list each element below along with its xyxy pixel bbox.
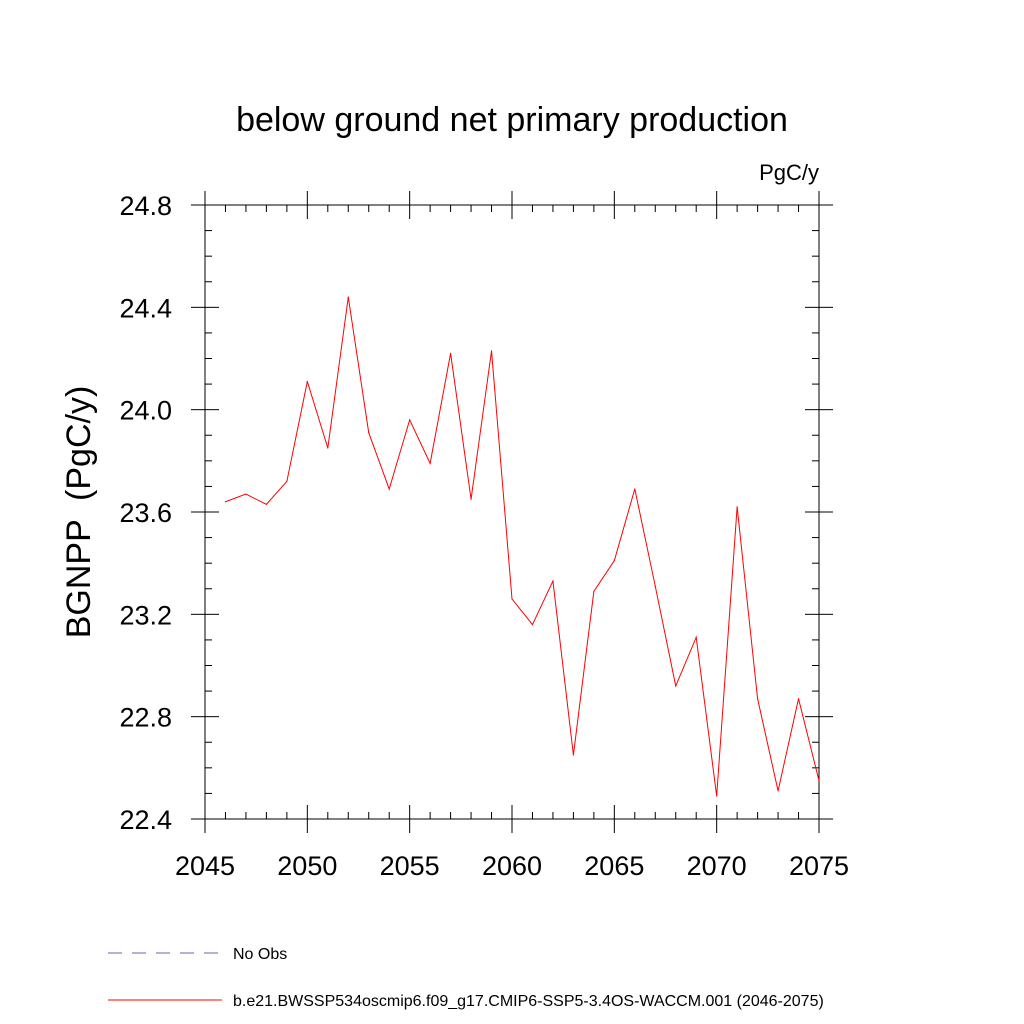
y-tick-label: 24.8 (119, 191, 172, 221)
x-tick-label: 2055 (380, 851, 440, 881)
y-tick-label: 23.6 (119, 498, 172, 528)
y-tick-label: 22.4 (119, 805, 172, 835)
data-point (593, 590, 595, 592)
data-point (450, 352, 452, 354)
series-line (225, 297, 820, 797)
data-point (490, 350, 493, 352)
data-point (347, 296, 349, 298)
y-tick-label: 22.8 (119, 703, 172, 733)
y-axis-label: BGNPP (PgC/y) (60, 386, 98, 639)
data-point (511, 598, 513, 600)
y-tick-label: 24.0 (119, 396, 172, 426)
x-tick-label: 2070 (687, 851, 747, 881)
data-point (716, 795, 718, 797)
data-point (470, 498, 472, 500)
data-point (654, 585, 656, 587)
data-point (634, 488, 636, 490)
data-point (736, 506, 738, 508)
plot-frame (204, 204, 820, 820)
data-point (368, 432, 370, 434)
data-point (777, 790, 779, 792)
y-tick-label: 24.4 (119, 293, 172, 323)
data-point (286, 480, 288, 482)
data-point (429, 462, 431, 464)
x-tick-label: 2075 (789, 851, 849, 881)
x-tick-label: 2060 (482, 851, 542, 881)
y-tick-label: 23.2 (119, 600, 172, 630)
legend-label: No Obs (233, 946, 287, 963)
data-point (572, 754, 575, 756)
data-point (552, 580, 554, 582)
data-point (531, 623, 534, 626)
data-point (388, 488, 390, 490)
plot-area: 2045 2050 2055 2060 2065 2070 2075 22.4 22.8 23.2… (119, 191, 849, 881)
data-point (818, 780, 820, 782)
data-point (757, 698, 759, 700)
data-point (409, 419, 411, 421)
data-point (245, 493, 247, 495)
data-point (675, 685, 677, 687)
data-point (224, 501, 227, 503)
data-point (265, 503, 267, 505)
data-point (695, 636, 697, 638)
data-point (306, 380, 308, 383)
x-tick-label: 2045 (175, 851, 235, 881)
data-point (327, 447, 329, 449)
legend-label: b.e21.BWSSP534oscmip6.f09_g17.CMIP6-SSP5… (233, 993, 824, 1010)
data-point (797, 698, 800, 700)
units-label: PgC/y (759, 160, 819, 185)
x-tick-label: 2050 (277, 851, 337, 881)
legend: No Obs b.e21.BWSSP534oscmip6.f09_g17.CMIP… (108, 946, 824, 1010)
data-point (613, 560, 615, 562)
x-tick-label: 2065 (584, 851, 644, 881)
chart-title: below ground net primary production (236, 101, 788, 139)
